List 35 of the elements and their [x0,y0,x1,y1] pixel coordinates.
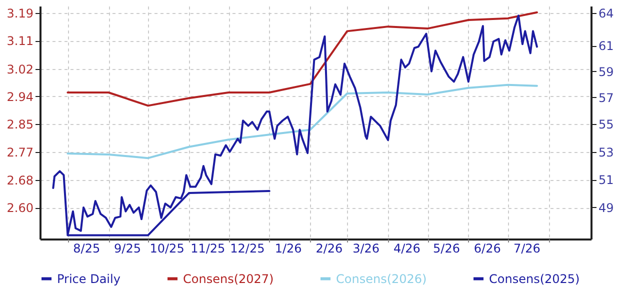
x-tick-label: 11/25 [190,242,226,256]
y2-tick-label: 51 [598,173,614,188]
x-tick-label: 4/26 [393,242,420,256]
y-tick-label: 2.94 [6,90,34,104]
y2-tick-label: 53 [598,145,614,160]
y-tick-label: 2.77 [6,145,34,160]
line-series [66,11,538,107]
x-tick-label: 8/25 [73,242,100,256]
y-tick-label: 3.19 [6,6,34,21]
y-tick-label: 3.11 [6,34,34,48]
y-tick-label: 2.60 [6,201,34,216]
x-tick-label: 12/25 [230,242,265,256]
x-tick-label: 6/26 [474,242,501,256]
y2-tick-label: 49 [598,200,614,215]
x-tick-label: 10/25 [150,242,184,256]
y2-tick-label: 59 [598,64,614,79]
line-series [52,14,538,236]
y-tick-label: 2.68 [6,173,34,188]
y2-tick-label: 64 [598,6,614,20]
legend-label: Consens(2026) [336,272,427,286]
y2-tick-label: 57 [598,90,614,105]
line-series [66,84,538,160]
legend-label: Consens(2027) [183,272,274,286]
x-tick-label: 7/26 [513,242,540,256]
x-tick-label: 2/26 [316,242,343,256]
x-tick-label: 3/26 [352,242,380,256]
legend-label: Price Daily [57,272,120,286]
y-tick-label: 3.02 [6,62,34,76]
x-tick-label: 5/26 [433,242,460,256]
y-tick-label: 2.85 [6,118,34,132]
x-tick-label: 9/25 [114,242,141,256]
y2-tick-label: 61 [598,39,614,54]
x-tick-label: 1/26 [274,242,302,256]
y2-tick-label: 55 [598,118,614,132]
legend-label: Consens(2025) [489,272,580,286]
